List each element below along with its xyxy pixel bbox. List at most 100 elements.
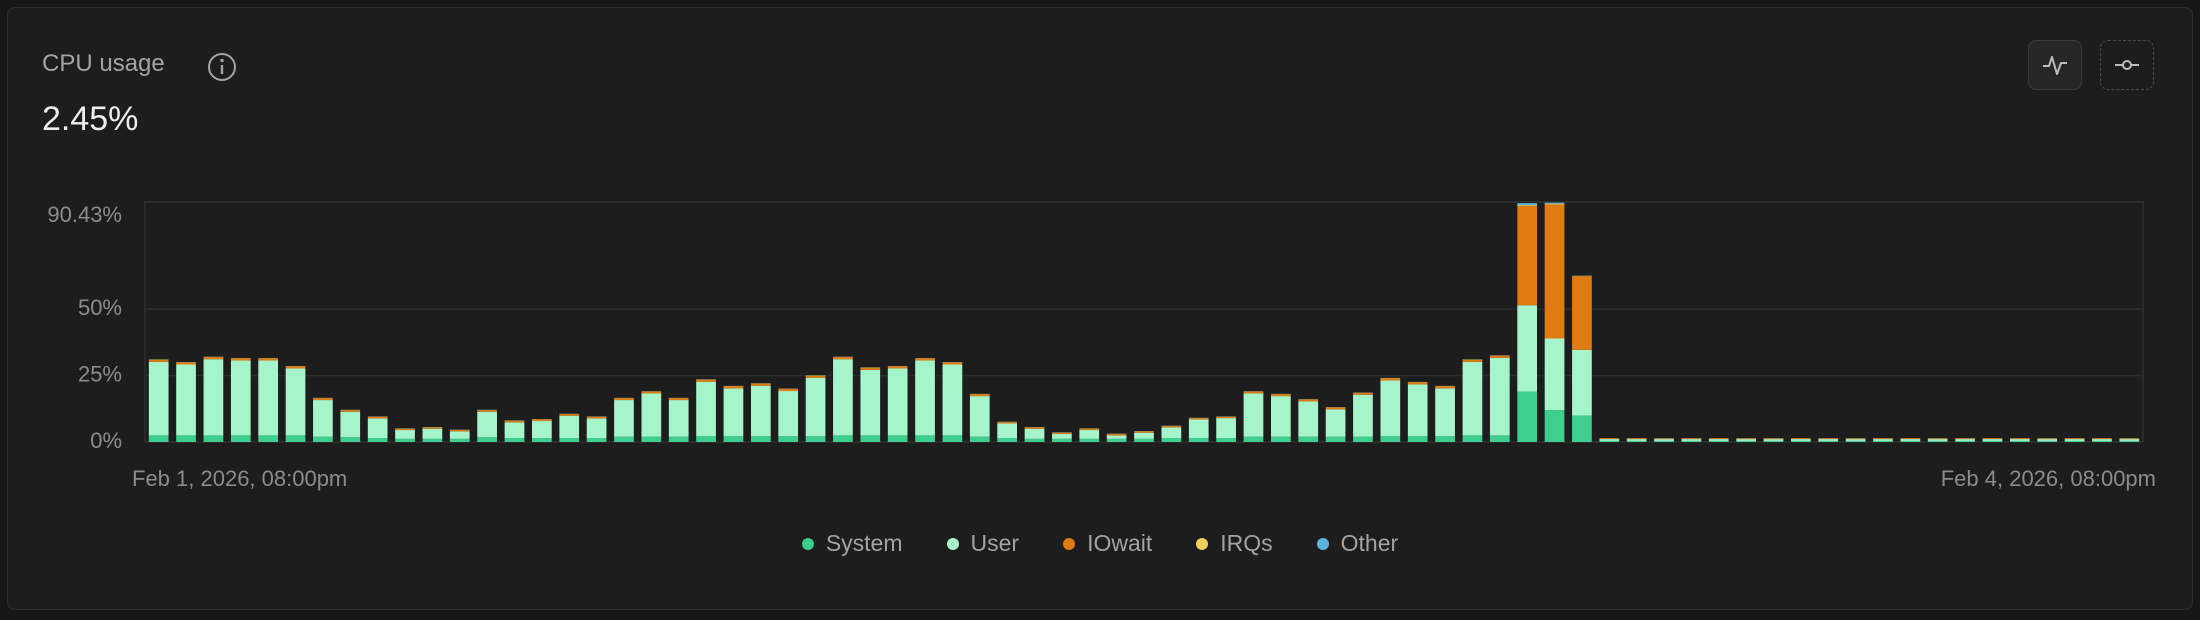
- bar-segment: [1380, 378, 1401, 381]
- bar-segment: [367, 416, 388, 419]
- info-icon[interactable]: [206, 51, 238, 83]
- legend-item[interactable]: Other: [1316, 530, 1398, 557]
- bar-segment: [860, 369, 881, 436]
- bar-segment: [477, 437, 497, 442]
- bar-segment: [313, 436, 333, 442]
- bar-segment: [641, 436, 662, 442]
- bar-segment: [1134, 431, 1154, 433]
- bar-segment: [614, 400, 634, 437]
- bar-segment: [723, 386, 744, 389]
- compare-button[interactable]: [2100, 40, 2154, 90]
- bar-segment: [1873, 440, 1893, 442]
- bar-segment: [1763, 439, 1784, 441]
- bar-segment: [1681, 439, 1702, 441]
- bar-segment: [1052, 438, 1072, 442]
- bar-segment: [997, 423, 1018, 439]
- bar-segment: [1544, 338, 1565, 411]
- bar-segment: [1161, 438, 1182, 442]
- bar-segment: [614, 398, 634, 401]
- bar-segment: [1736, 440, 1756, 442]
- bar-segment: [969, 396, 990, 437]
- bar-segment: [176, 362, 196, 365]
- bar-segment: [1708, 439, 1729, 441]
- bar-segment: [1243, 391, 1264, 394]
- bar-segment: [1052, 432, 1072, 435]
- bar-segment: [1024, 428, 1045, 439]
- bar-segment: [2009, 440, 2030, 442]
- bar-segment: [1380, 380, 1401, 437]
- bar-segment: [1873, 439, 1893, 441]
- bar-segment: [422, 438, 443, 442]
- bar-segment: [1024, 438, 1045, 442]
- legend-label: User: [970, 530, 1020, 556]
- bar-segment: [969, 436, 990, 442]
- bar-segment: [1681, 440, 1702, 442]
- chart-type-button[interactable]: [2028, 40, 2082, 90]
- bar-segment: [148, 359, 169, 362]
- legend-label: IOwait: [1087, 530, 1153, 556]
- bar-segment: [1599, 438, 1620, 440]
- bar-segment: [395, 428, 415, 431]
- bar-segment: [176, 364, 196, 436]
- bar-segment: [2009, 439, 2030, 441]
- bar-segment: [860, 367, 881, 370]
- bar-segment: [997, 438, 1018, 442]
- bar-segment: [641, 391, 662, 394]
- bar-segment: [1407, 384, 1428, 437]
- bar-segment: [1626, 438, 1647, 440]
- bar-segment: [750, 383, 771, 386]
- bar-segment: [1517, 305, 1538, 392]
- legend-label: IRQs: [1220, 530, 1273, 556]
- bar-segment: [1188, 438, 1209, 442]
- bar-segment: [1298, 399, 1319, 402]
- bar-segment: [2119, 439, 2140, 441]
- bar-segment: [1791, 439, 1811, 441]
- bar-segment: [1654, 438, 1674, 440]
- bar-segment: [1243, 393, 1264, 437]
- bar-segment: [614, 436, 634, 442]
- bar-segment: [1134, 438, 1154, 442]
- legend-item[interactable]: IOwait: [1063, 530, 1152, 557]
- bar-segment: [1544, 202, 1565, 204]
- bar-segment: [230, 360, 251, 436]
- bar-segment: [1708, 438, 1729, 440]
- y-tick-label: 25%: [78, 361, 122, 386]
- bar-segment: [915, 358, 935, 361]
- bar-segment: [1270, 394, 1291, 397]
- bar-segment: [2037, 440, 2058, 442]
- legend-item[interactable]: System: [801, 530, 903, 557]
- bar-segment: [778, 391, 799, 437]
- bar-segment: [1763, 438, 1784, 440]
- bar-segment: [477, 411, 497, 438]
- bar-segment: [313, 400, 333, 437]
- bar-segment: [1845, 440, 1866, 442]
- bar-segment: [1462, 359, 1483, 362]
- bar-segment: [449, 431, 470, 439]
- card: [7, 7, 2193, 610]
- bar-segment: [1626, 439, 1647, 441]
- bar-segment: [449, 438, 470, 442]
- bar-segment: [1654, 440, 1674, 442]
- legend-swatch: [1196, 537, 1209, 550]
- bar-segment: [1982, 439, 2003, 441]
- bar-segment: [258, 435, 279, 442]
- bar-segment: [942, 362, 963, 365]
- bar-segment: [1052, 434, 1072, 439]
- bar-segment: [2092, 438, 2112, 440]
- bar-segment: [1188, 419, 1209, 439]
- legend-item[interactable]: IRQs: [1196, 530, 1273, 557]
- legend-label: System: [825, 530, 903, 556]
- bar-segment: [1325, 407, 1346, 410]
- legend-item[interactable]: User: [946, 530, 1020, 557]
- bar-segment: [504, 420, 525, 423]
- bar-segment: [422, 427, 443, 429]
- bar-segment: [1572, 349, 1592, 416]
- bar-segment: [1517, 204, 1538, 206]
- bar-segment: [696, 381, 716, 437]
- bar-segment: [1407, 436, 1428, 442]
- bar-segment: [586, 438, 607, 442]
- bar-segment: [723, 436, 744, 442]
- bar-segment: [449, 430, 470, 432]
- bar-segment: [1763, 440, 1784, 442]
